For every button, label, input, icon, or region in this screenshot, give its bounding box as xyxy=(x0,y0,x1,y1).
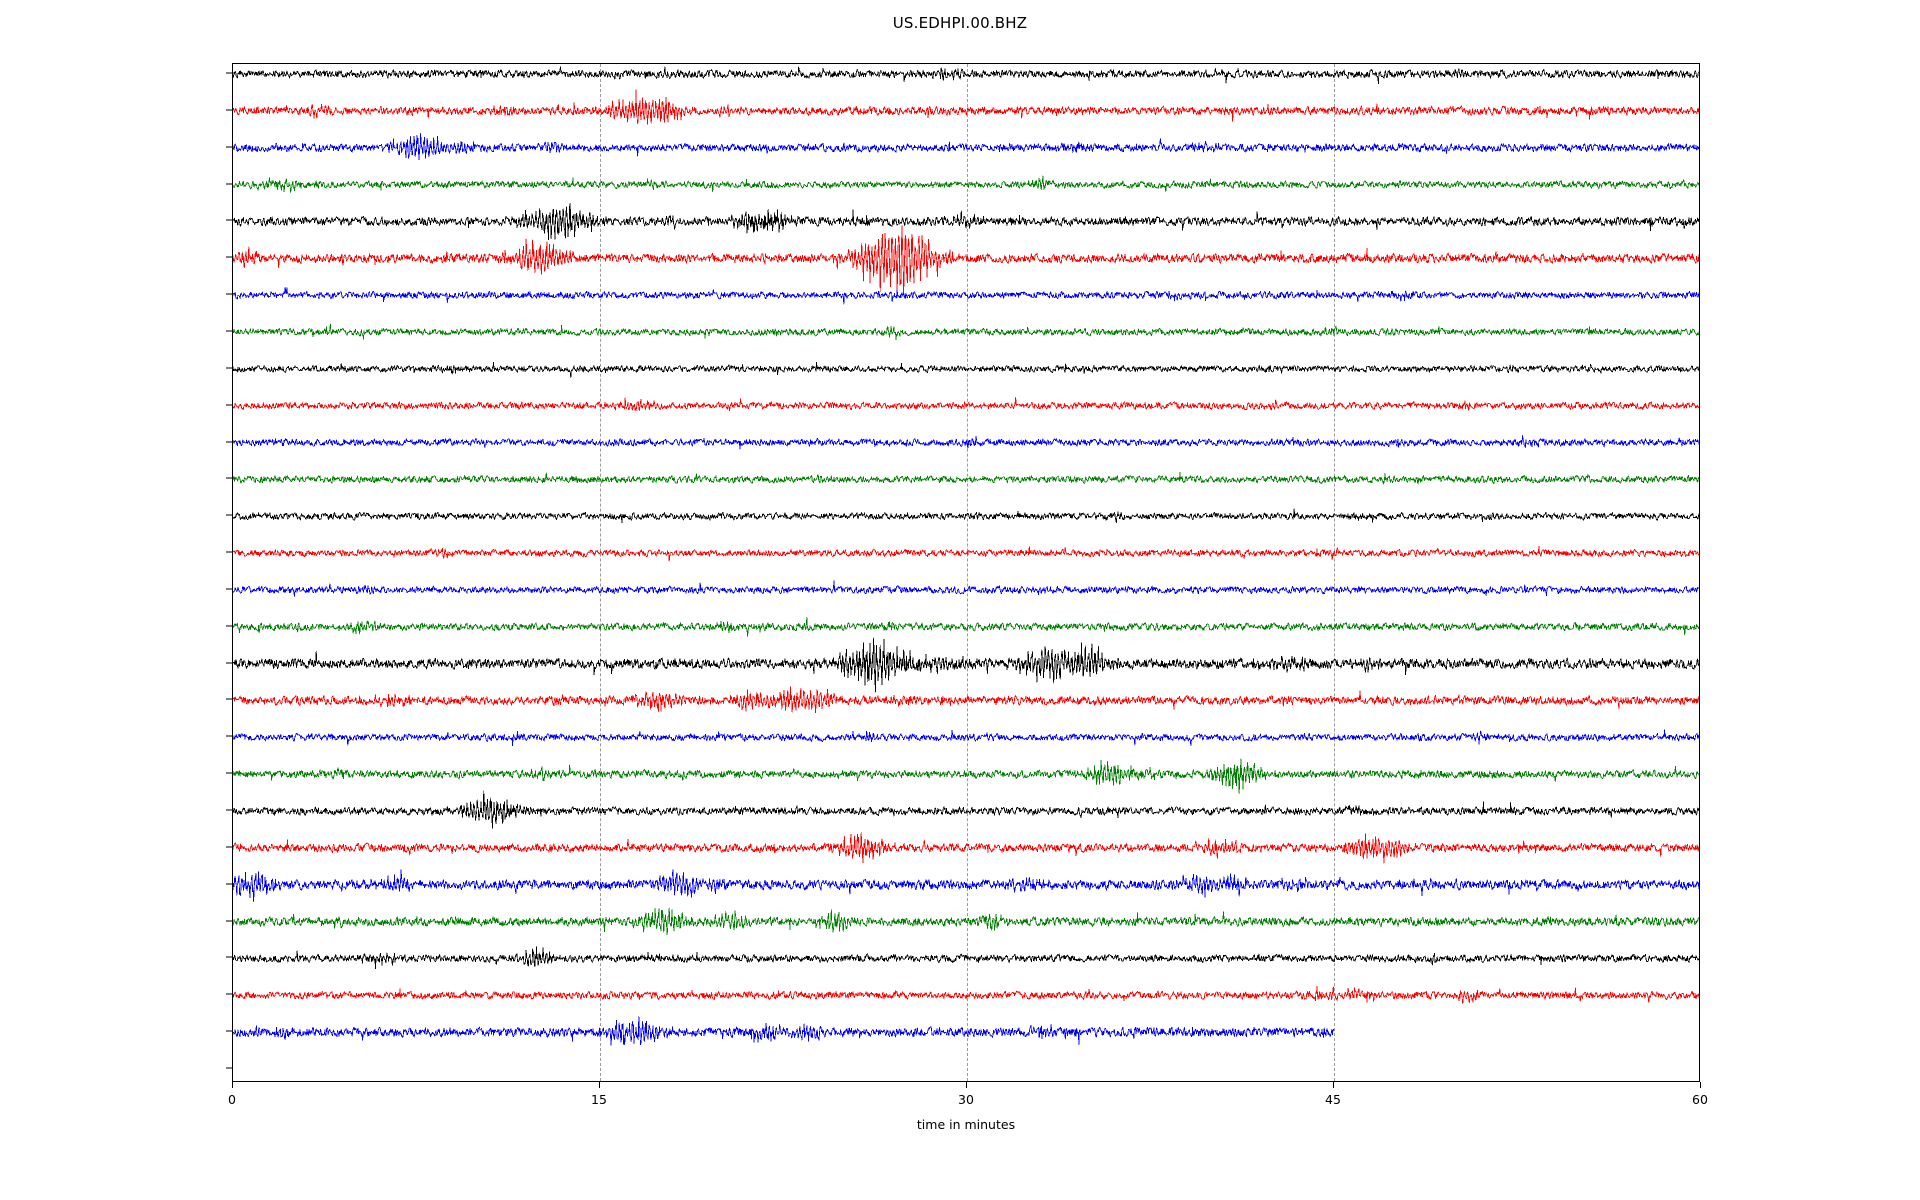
y-tick-mark xyxy=(226,993,232,995)
y-tick-mark xyxy=(226,809,232,811)
y-tick-mark xyxy=(226,72,232,74)
y-axis: 00:00:0401:00:0402:00:0403:00:0404:00:04… xyxy=(0,63,232,1082)
x-tick-label: 15 xyxy=(591,1092,607,1107)
gridline-30 xyxy=(967,64,968,1081)
y-tick-mark xyxy=(226,1067,232,1069)
x-axis-title: time in minutes xyxy=(916,1117,1016,1132)
plot-area[interactable] xyxy=(232,63,1700,1082)
y-tick-mark xyxy=(226,883,232,885)
y-tick-mark xyxy=(226,441,232,443)
x-tick-mark xyxy=(966,1082,967,1088)
y-tick-mark xyxy=(226,625,232,627)
y-tick-mark xyxy=(226,920,232,922)
x-tick-label: 45 xyxy=(1325,1092,1341,1107)
x-tick-label: 0 xyxy=(228,1092,236,1107)
y-tick-mark xyxy=(226,735,232,737)
y-tick-mark xyxy=(226,662,232,664)
seismic-trace xyxy=(233,1015,1335,1046)
y-tick-mark xyxy=(226,698,232,700)
y-tick-mark xyxy=(226,772,232,774)
x-tick-mark xyxy=(1333,1082,1334,1088)
x-tick-label: 30 xyxy=(958,1092,974,1107)
x-axis: 0 15 30 45 60 xyxy=(228,1082,1708,1142)
x-tick-label: 60 xyxy=(1692,1092,1708,1107)
y-tick-mark xyxy=(226,514,232,516)
y-tick-mark xyxy=(226,330,232,332)
x-tick-mark xyxy=(599,1082,600,1088)
y-tick-mark xyxy=(226,404,232,406)
y-tick-mark xyxy=(226,477,232,479)
x-tick-mark xyxy=(232,1082,233,1088)
y-tick-mark xyxy=(226,256,232,258)
gridline-45 xyxy=(1334,64,1335,1081)
y-tick-mark xyxy=(226,846,232,848)
page-title: US.EDHPI.00.BHZ xyxy=(892,14,1028,32)
y-tick-mark xyxy=(226,956,232,958)
gridline-15 xyxy=(600,64,601,1081)
y-tick-mark xyxy=(226,551,232,553)
y-tick-mark xyxy=(226,293,232,295)
y-tick-mark xyxy=(226,588,232,590)
y-tick-mark xyxy=(226,183,232,185)
y-tick-mark xyxy=(226,146,232,148)
y-tick-mark xyxy=(226,367,232,369)
y-tick-mark xyxy=(226,219,232,221)
y-tick-mark xyxy=(226,109,232,111)
y-tick-mark xyxy=(226,1030,232,1032)
x-tick-mark xyxy=(1700,1082,1701,1088)
